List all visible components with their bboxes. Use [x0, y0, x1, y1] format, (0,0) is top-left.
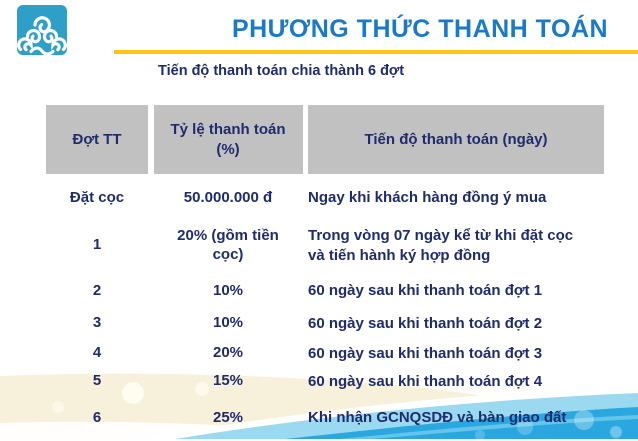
table-row: 2 10% 60 ngày sau khi thanh toán đợt 1 [46, 274, 604, 308]
slide-title: PHƯƠNG THỨC THANH TOÁN [231, 15, 609, 43]
cell-tyle: 25% [212, 408, 244, 426]
table-body: Đặt cọc 50.000.000 đ Ngay khi khách hàng… [46, 179, 604, 441]
bottom-wave-decoration [0, 373, 638, 439]
table-header-row: Đợt TT Tỷ lệ thanh toán (%) Tiến độ than… [46, 105, 604, 174]
header-tien-do: Tiến độ thanh toán (ngày) [308, 105, 604, 174]
cell-tiendo: 60 ngày sau khi thanh toán đợt 1 [308, 282, 543, 300]
cell-tyle: 20% (gồm tiền cọc) [177, 226, 279, 263]
table-row: 6 25% Khi nhận GCNQSDĐ và bàn giao đất [46, 395, 604, 441]
table-row: 4 20% 60 ngày sau khi thanh toán đợt 3 [46, 339, 604, 368]
table-row: Đặt cọc 50.000.000 đ Ngay khi khách hàng… [46, 179, 604, 217]
cell-dot: 3 [92, 314, 102, 332]
cell-tyle: 20% [212, 344, 244, 362]
cloud-swirl-logo-icon [17, 5, 67, 55]
cell-tiendo: 60 ngày sau khi thanh toán đợt 4 [308, 372, 543, 390]
header-ty-le: Tỷ lệ thanh toán (%) [153, 105, 303, 174]
payment-schedule-table: Đợt TT Tỷ lệ thanh toán (%) Tiến độ than… [46, 105, 604, 441]
header-dot-tt: Đợt TT [46, 105, 148, 174]
cell-dot: 6 [92, 408, 102, 426]
cell-dot: Đặt cọc [69, 188, 125, 206]
cell-tyle: 50.000.000 đ [183, 188, 273, 206]
slide-subtitle: Tiến độ thanh toán chia thành 6 đợt [158, 63, 405, 79]
cell-dot: 5 [92, 372, 102, 390]
title-underline-rule [114, 50, 638, 54]
table-row: 5 15% 60 ngày sau khi thanh toán đợt 4 [46, 368, 604, 395]
cell-tyle: 10% [212, 314, 244, 332]
cell-tiendo: 60 ngày sau khi thanh toán đợt 2 [308, 314, 543, 332]
cell-tiendo: Ngay khi khách hàng đồng ý mua [308, 189, 547, 207]
cell-tiendo: Trong vòng 07 ngày kể từ khi đặt cọc và … [308, 227, 574, 264]
cell-tyle: 10% [212, 281, 244, 299]
cell-tiendo: Khi nhận GCNQSDĐ và bàn giao đất [308, 409, 567, 427]
cell-tyle: 15% [212, 372, 244, 390]
cell-dot: 1 [92, 236, 102, 254]
table-row: 3 10% 60 ngày sau khi thanh toán đợt 2 [46, 308, 604, 339]
cell-tiendo: 60 ngày sau khi thanh toán đợt 3 [308, 344, 543, 362]
cell-dot: 4 [92, 344, 102, 362]
table-row: 1 20% (gồm tiền cọc) Trong vòng 07 ngày … [46, 217, 604, 274]
cell-dot: 2 [92, 281, 102, 299]
